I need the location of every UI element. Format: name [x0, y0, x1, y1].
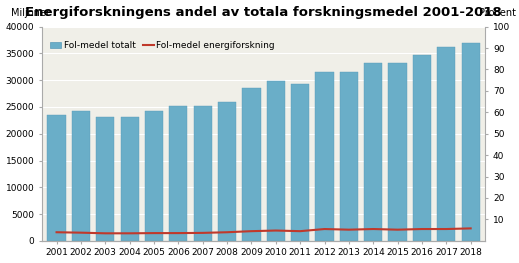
Bar: [364, 63, 383, 241]
Bar: [72, 111, 90, 241]
Bar: [120, 117, 139, 241]
Bar: [461, 43, 480, 241]
Bar: [47, 115, 66, 241]
Bar: [242, 88, 261, 241]
Bar: [388, 63, 407, 241]
Bar: [291, 84, 309, 241]
Bar: [437, 47, 456, 241]
Title: Energiforskningens andel av totala forskningsmedel 2001-2018: Energiforskningens andel av totala forsk…: [25, 6, 502, 19]
Bar: [340, 72, 358, 241]
Text: Procent: Procent: [480, 8, 516, 18]
Bar: [96, 117, 114, 241]
Bar: [194, 106, 212, 241]
Bar: [169, 106, 187, 241]
Bar: [413, 54, 431, 241]
Bar: [316, 72, 334, 241]
Bar: [145, 111, 163, 241]
Bar: [267, 81, 285, 241]
Legend: Fol-medel totalt, Fol-medel energiforskning: Fol-medel totalt, Fol-medel energiforskn…: [47, 38, 279, 54]
Text: Miljoner: Miljoner: [11, 8, 50, 18]
Bar: [218, 102, 236, 241]
